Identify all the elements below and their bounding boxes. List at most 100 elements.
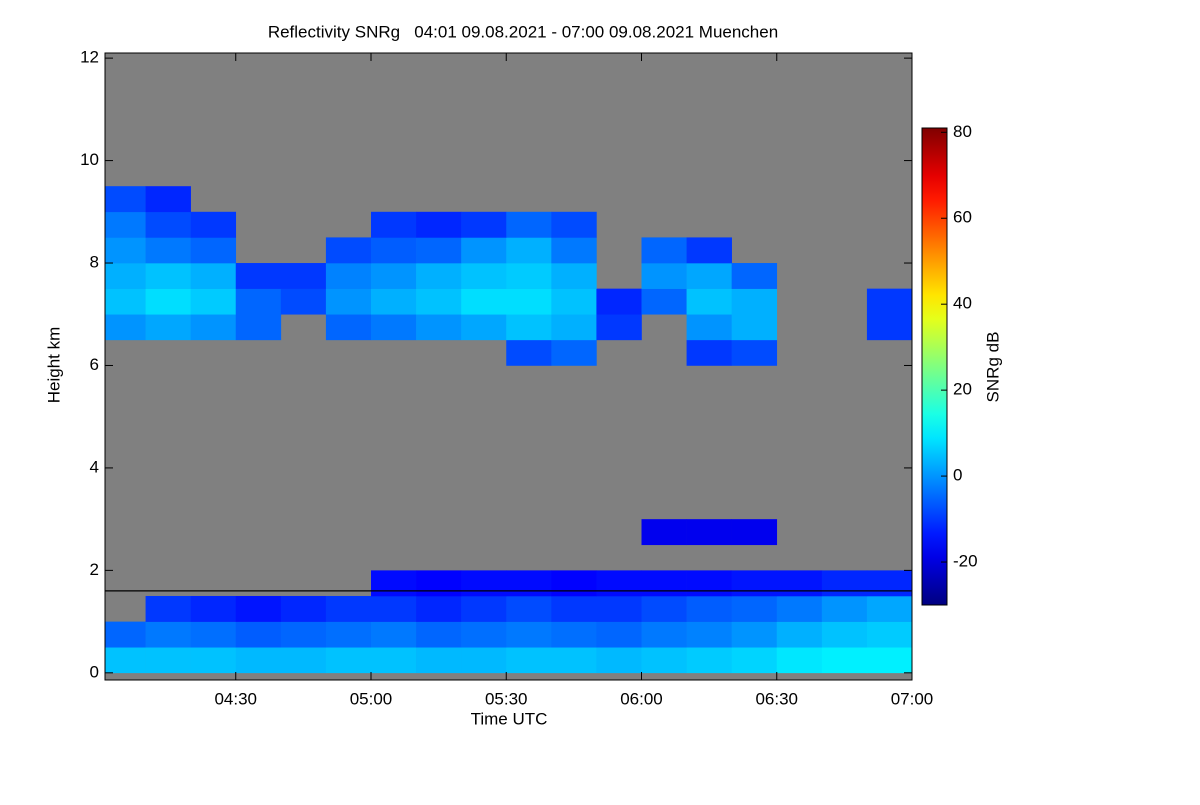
heat-cell	[461, 263, 507, 289]
heat-cell	[461, 288, 507, 315]
heat-cell	[280, 595, 327, 622]
heat-cell	[506, 339, 552, 366]
heat-cell	[416, 288, 462, 315]
heat-cell	[145, 211, 191, 238]
heat-cell	[776, 595, 823, 622]
heat-cell	[776, 570, 823, 597]
heat-cell	[235, 314, 282, 341]
colorbar-tick-label: 80	[953, 122, 972, 141]
heat-cell	[596, 314, 642, 341]
heat-cell	[280, 621, 327, 648]
heat-cell	[686, 314, 732, 341]
heat-cell	[190, 263, 237, 289]
heat-cell	[325, 237, 372, 264]
heat-cell	[686, 519, 732, 546]
heat-cell	[370, 621, 417, 648]
heat-cell	[506, 314, 552, 341]
y-tick-label: 0	[90, 662, 99, 681]
heat-cell	[596, 621, 642, 648]
heat-cell	[416, 647, 462, 674]
heat-cell	[145, 237, 191, 264]
heat-cell	[416, 570, 462, 597]
heat-cell	[145, 186, 191, 213]
heat-cell	[866, 595, 913, 622]
heat-cell	[506, 288, 552, 315]
y-tick-label: 8	[90, 253, 99, 272]
heat-cell	[866, 621, 913, 648]
heat-cell	[461, 211, 507, 238]
heat-cell	[416, 211, 462, 238]
heat-cell	[280, 263, 327, 289]
heat-cell	[416, 595, 462, 622]
plot-frame	[104, 52, 913, 681]
heat-cell	[190, 621, 237, 648]
heat-cell	[641, 595, 687, 622]
heat-cell	[235, 621, 282, 648]
heat-cell	[866, 570, 913, 597]
heat-cell	[145, 263, 191, 289]
heat-cell	[866, 288, 913, 315]
heat-cell	[325, 621, 372, 648]
heat-cell	[776, 647, 823, 674]
heat-cell	[596, 647, 642, 674]
heat-cell	[280, 288, 327, 315]
heat-cell	[506, 647, 552, 674]
heat-cell	[105, 314, 146, 341]
heat-cell	[506, 595, 552, 622]
heat-cell	[686, 237, 732, 264]
heat-cell	[145, 621, 191, 648]
heat-cell	[235, 263, 282, 289]
heat-cell	[190, 288, 237, 315]
heat-cell	[325, 288, 372, 315]
heat-cell	[370, 288, 417, 315]
heat-cell	[731, 263, 778, 289]
heat-cell	[641, 237, 687, 264]
heat-cell	[596, 570, 642, 597]
heat-cell	[686, 621, 732, 648]
heat-cell	[105, 237, 146, 264]
x-tick-label: 06:00	[620, 689, 663, 708]
heat-cell	[461, 570, 507, 597]
heat-cell	[506, 621, 552, 648]
heat-cell	[551, 263, 597, 289]
heat-cell	[506, 211, 552, 238]
heat-cell	[551, 339, 597, 366]
heat-cell	[551, 237, 597, 264]
colorbar-tick-label: 40	[953, 294, 972, 313]
heat-cell	[731, 314, 778, 341]
heat-cell	[461, 237, 507, 264]
heat-cell	[506, 237, 552, 264]
heat-cell	[821, 621, 868, 648]
colorbar-tick-label: -20	[953, 552, 978, 571]
x-tick-label: 04:30	[214, 689, 257, 708]
heat-cell	[416, 314, 462, 341]
heat-cell	[686, 288, 732, 315]
heat-cell	[190, 647, 237, 674]
colorbar-label: SNRg dB	[983, 332, 1002, 403]
heat-cell	[686, 339, 732, 366]
heat-cell	[821, 570, 868, 597]
heat-cell	[370, 570, 417, 597]
heat-cell	[145, 314, 191, 341]
heat-cell	[370, 263, 417, 289]
heat-cell	[105, 647, 146, 674]
heat-cell	[370, 595, 417, 622]
x-tick-label: 05:00	[350, 689, 393, 708]
x-tick-label: 05:30	[485, 689, 528, 708]
heat-cell	[105, 621, 146, 648]
heat-cell	[686, 570, 732, 597]
heat-cell	[551, 211, 597, 238]
heat-cell	[551, 647, 597, 674]
heat-cell	[461, 647, 507, 674]
heat-cell	[325, 263, 372, 289]
heat-cell	[105, 263, 146, 289]
heat-cell	[235, 595, 282, 622]
heat-cell	[551, 570, 597, 597]
heat-cell	[235, 288, 282, 315]
heat-cell	[506, 570, 552, 597]
y-tick-label: 12	[80, 48, 99, 67]
heat-cell	[641, 288, 687, 315]
heat-cell	[370, 314, 417, 341]
heat-cell	[551, 595, 597, 622]
